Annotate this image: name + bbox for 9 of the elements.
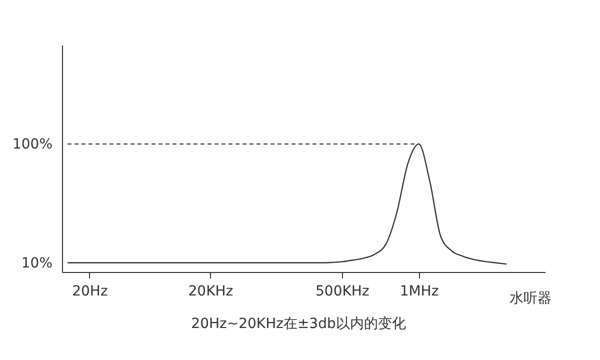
x-tick-label: 20Hz — [72, 284, 108, 300]
text: 20Hz~20KHz在±3db以内的变化 — [191, 316, 406, 332]
x-axis-title: 水听器 — [510, 290, 552, 306]
x-tick-label: 20KHz — [188, 284, 234, 300]
y-tick-label: 10% — [21, 255, 52, 272]
y-tick-label: 100% — [12, 136, 52, 152]
line-series — [66, 143, 508, 265]
x-tick-label: 1MHz — [400, 284, 439, 300]
x-tick-label: 500KHz — [316, 284, 370, 300]
